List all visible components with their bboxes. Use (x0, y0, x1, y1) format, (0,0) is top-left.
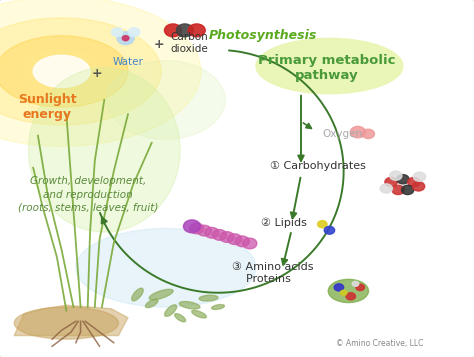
Text: Primary metabolic
pathway: Primary metabolic pathway (258, 54, 396, 82)
Ellipse shape (0, 18, 161, 125)
Ellipse shape (107, 61, 225, 139)
Ellipse shape (149, 289, 173, 300)
Circle shape (122, 36, 129, 41)
Ellipse shape (76, 228, 256, 307)
Ellipse shape (174, 313, 186, 322)
Circle shape (235, 236, 249, 247)
Circle shape (228, 234, 242, 245)
Polygon shape (14, 305, 128, 336)
Ellipse shape (191, 310, 207, 318)
Ellipse shape (179, 302, 200, 309)
Circle shape (205, 227, 219, 238)
Circle shape (352, 281, 359, 286)
Ellipse shape (14, 307, 118, 339)
Text: ② Lipids: ② Lipids (261, 218, 307, 228)
Ellipse shape (0, 36, 128, 107)
Text: Oxygen: Oxygen (322, 129, 363, 139)
Circle shape (397, 175, 409, 184)
Circle shape (356, 284, 365, 291)
Ellipse shape (211, 305, 225, 310)
Text: ③ Amino acids
    Proteins: ③ Amino acids Proteins (232, 262, 314, 284)
Ellipse shape (33, 55, 90, 87)
Ellipse shape (199, 295, 218, 301)
Ellipse shape (28, 68, 180, 232)
Circle shape (324, 226, 335, 234)
Circle shape (412, 182, 425, 191)
Circle shape (413, 172, 426, 181)
Circle shape (220, 232, 234, 242)
Circle shape (176, 24, 193, 37)
Ellipse shape (164, 305, 177, 316)
Circle shape (318, 221, 327, 228)
Text: Growth, development,
and reproduction
(roots, stems, leaves, fruit): Growth, development, and reproduction (r… (18, 176, 158, 213)
Text: +: + (92, 67, 102, 80)
Circle shape (117, 32, 134, 45)
Circle shape (183, 220, 201, 233)
Circle shape (350, 126, 365, 138)
Text: Photosynthesis: Photosynthesis (209, 29, 317, 42)
Text: +: + (154, 38, 164, 51)
Text: Water: Water (112, 57, 144, 67)
Ellipse shape (146, 299, 158, 308)
Ellipse shape (22, 50, 101, 93)
Ellipse shape (0, 0, 201, 146)
Circle shape (362, 129, 374, 139)
Circle shape (243, 238, 257, 249)
Circle shape (190, 223, 204, 234)
Circle shape (197, 225, 211, 236)
Text: © Amino Creative, LLC: © Amino Creative, LLC (336, 339, 423, 348)
Text: ① Carbohydrates: ① Carbohydrates (270, 161, 366, 171)
Circle shape (334, 284, 344, 291)
Circle shape (128, 28, 140, 36)
Circle shape (408, 177, 420, 187)
Ellipse shape (132, 288, 143, 301)
Circle shape (164, 24, 182, 37)
Text: Carbon
dioxide: Carbon dioxide (171, 32, 209, 54)
Circle shape (385, 177, 397, 187)
Circle shape (346, 293, 356, 300)
Circle shape (188, 24, 205, 37)
Circle shape (111, 28, 123, 36)
Circle shape (212, 230, 227, 240)
Circle shape (340, 290, 347, 295)
Ellipse shape (328, 279, 368, 303)
Ellipse shape (256, 39, 403, 94)
Circle shape (401, 185, 414, 195)
Circle shape (390, 171, 402, 180)
Text: Sunlight
energy: Sunlight energy (18, 93, 77, 121)
Circle shape (392, 185, 404, 195)
Circle shape (380, 184, 392, 193)
